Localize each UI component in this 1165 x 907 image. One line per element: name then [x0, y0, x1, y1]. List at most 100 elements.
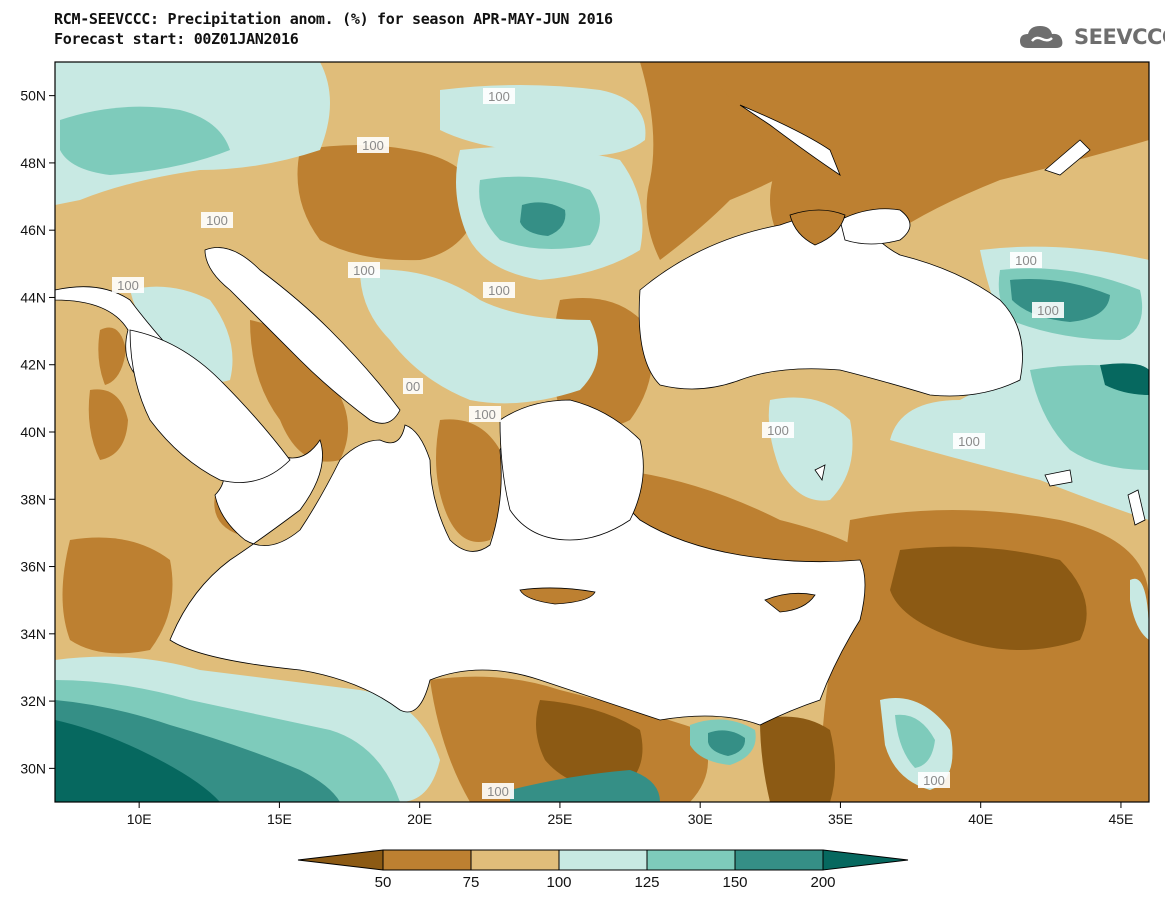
- contour-label: 100: [762, 422, 794, 438]
- crete-island: [519, 587, 596, 605]
- field-very-dry-sinai: [760, 716, 835, 802]
- lat-tick-label: 46N: [20, 222, 46, 238]
- lon-tick-label: 45E: [1108, 811, 1133, 827]
- field-wet-nile-delta-core: [708, 730, 746, 756]
- svg-text:100: 100: [488, 89, 510, 104]
- field-wet-cyprus-north: [1130, 578, 1149, 640]
- lon-tick-label: 20E: [407, 811, 432, 827]
- colorbar-segment: [382, 849, 472, 871]
- field-wet-east-turkey: [1030, 365, 1149, 470]
- field-very-dry-libya: [536, 700, 643, 790]
- cloud-logo-icon: [1020, 26, 1063, 48]
- contour-label: 00: [403, 378, 423, 394]
- lake-patch-van: [1127, 489, 1146, 526]
- aegean-sea: [499, 399, 644, 541]
- colorbar-label: 100: [546, 874, 571, 891]
- field-wet-egypt-coast: [510, 770, 660, 802]
- field-dry-greece: [436, 419, 504, 542]
- lat-tick-label: 32N: [20, 693, 46, 709]
- latitude-axis: 30N 32N 34N 36N 38N 40N 42N 44N 46N 48N 50N: [20, 88, 55, 776]
- lon-tick-label: 40E: [968, 811, 993, 827]
- svg-text:100: 100: [117, 278, 139, 293]
- lake-patch-turkey: [814, 464, 826, 481]
- field-dry-italy: [250, 320, 348, 462]
- lon-tick-label: 30E: [688, 811, 713, 827]
- svg-text:100: 100: [206, 213, 228, 228]
- map-title: RCM-SEEVCCC: Precipitation anom. (%) for…: [54, 10, 613, 28]
- contour-label: 100: [201, 212, 233, 228]
- logo-text: SEEVCCC: [1074, 25, 1165, 49]
- field-dry-corsica: [98, 327, 126, 385]
- lon-tick-label: 15E: [267, 811, 292, 827]
- lat-tick-label: 50N: [20, 88, 46, 104]
- field-wet-romania-peak: [520, 202, 566, 236]
- colorbar-label: 75: [463, 874, 480, 891]
- colorbar-segment: [558, 849, 648, 871]
- svg-text:100: 100: [487, 784, 509, 799]
- cyprus-island: [764, 592, 816, 613]
- colorbar: 50 75 100 125 150 200: [297, 849, 909, 891]
- svg-text:00: 00: [406, 379, 420, 394]
- field-dry-sardinia: [88, 389, 128, 460]
- colorbar-low-extension: [297, 849, 384, 871]
- lat-tick-label: 34N: [20, 626, 46, 642]
- contour-label: 100: [112, 277, 144, 293]
- svg-text:100: 100: [1015, 253, 1037, 268]
- lon-tick-label: 35E: [828, 811, 853, 827]
- field-wet-italy-adriatic: [130, 286, 233, 383]
- river-patch-ukraine: [739, 104, 841, 177]
- contour-labels: 100 100 100 100 100 100 100 100 100 100 …: [112, 88, 1064, 799]
- colorbar-high-extension: [822, 849, 909, 871]
- longitude-axis: 10E 15E 20E 25E 30E 35E 40E 45E: [127, 802, 1133, 827]
- lat-tick-label: 44N: [20, 289, 46, 305]
- contour-label: 100: [348, 262, 380, 278]
- adriatic-sea: [204, 247, 401, 424]
- field-wet-jordan-core: [895, 714, 935, 768]
- contour-label: 100: [469, 406, 501, 422]
- contour-label: 100: [482, 783, 514, 799]
- lat-tick-label: 38N: [20, 491, 46, 507]
- colorbar-label: 200: [810, 874, 835, 891]
- contour-label: 100: [483, 88, 515, 104]
- contour-label: 100: [1032, 302, 1064, 318]
- svg-text:100: 100: [1037, 303, 1059, 318]
- caspian-patch: [1044, 139, 1091, 176]
- field-very-dry-syria: [890, 546, 1087, 650]
- lake-patch-east: [1044, 469, 1073, 487]
- lat-tick-label: 36N: [20, 559, 46, 575]
- islands: [519, 209, 846, 613]
- svg-text:100: 100: [958, 434, 980, 449]
- crimea-peninsula: [789, 209, 846, 246]
- field-wet-libya-max: [55, 720, 220, 802]
- lat-tick-label: 30N: [20, 760, 46, 776]
- contour-label: 100: [1010, 252, 1042, 268]
- colorbar-label: 125: [634, 874, 659, 891]
- svg-text:100: 100: [488, 283, 510, 298]
- field-dry-central-europe: [297, 145, 480, 261]
- forecast-start-label: Forecast start: 00Z01JAN2016: [54, 30, 299, 48]
- colorbar-label: 50: [375, 874, 392, 891]
- colorbar-label: 150: [722, 874, 747, 891]
- field-wet-serbia-bulgaria: [360, 269, 598, 404]
- contour-label: 100: [483, 282, 515, 298]
- colorbar-segment: [470, 849, 560, 871]
- svg-text:100: 100: [362, 138, 384, 153]
- contour-label: 100: [953, 433, 985, 449]
- tyrrhenian-sea: [129, 329, 291, 483]
- field-wet-alps-core: [60, 106, 230, 175]
- lon-tick-label: 25E: [547, 811, 572, 827]
- colorbar-segment: [734, 849, 824, 871]
- lat-tick-label: 48N: [20, 155, 46, 171]
- lat-tick-label: 40N: [20, 424, 46, 440]
- field-wet-east-turkey-peak: [1100, 363, 1149, 395]
- svg-text:100: 100: [767, 423, 789, 438]
- contour-label: 100: [357, 137, 389, 153]
- mediterranean-sea: [54, 286, 866, 726]
- svg-text:100: 100: [474, 407, 496, 422]
- svg-text:100: 100: [923, 773, 945, 788]
- azov-sea: [839, 208, 911, 245]
- svg-text:100: 100: [353, 263, 375, 278]
- lat-tick-label: 42N: [20, 357, 46, 373]
- contour-label: 100: [918, 772, 950, 788]
